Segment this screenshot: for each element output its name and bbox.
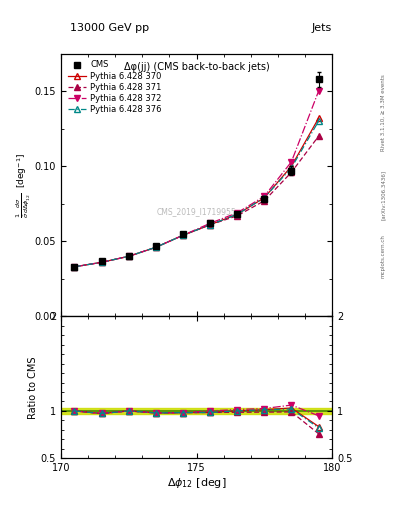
Pythia 6.428 372 — [235, 210, 240, 216]
Pythia 6.428 371 — [127, 253, 131, 260]
Pythia 6.428 372 — [316, 88, 321, 94]
Line: Pythia 6.428 376: Pythia 6.428 376 — [72, 118, 321, 270]
Pythia 6.428 372 — [99, 259, 104, 265]
Pythia 6.428 370 — [180, 232, 185, 239]
Y-axis label: Ratio to CMS: Ratio to CMS — [28, 356, 38, 418]
Pythia 6.428 376 — [235, 211, 240, 218]
Pythia 6.428 370 — [289, 163, 294, 169]
Pythia 6.428 372 — [208, 220, 213, 226]
Pythia 6.428 376 — [127, 253, 131, 260]
Pythia 6.428 372 — [72, 264, 77, 270]
Pythia 6.428 370 — [72, 264, 77, 270]
X-axis label: $\Delta\phi_{12}$ [deg]: $\Delta\phi_{12}$ [deg] — [167, 476, 226, 490]
Pythia 6.428 371 — [235, 212, 240, 219]
Pythia 6.428 376 — [208, 222, 213, 228]
Pythia 6.428 376 — [180, 232, 185, 239]
Pythia 6.428 371 — [99, 259, 104, 265]
Text: mcplots.cern.ch: mcplots.cern.ch — [381, 234, 386, 278]
Legend: CMS, Pythia 6.428 370, Pythia 6.428 371, Pythia 6.428 372, Pythia 6.428 376: CMS, Pythia 6.428 370, Pythia 6.428 371,… — [65, 58, 164, 116]
Pythia 6.428 372 — [153, 244, 158, 250]
Text: Jets: Jets — [312, 23, 332, 33]
Pythia 6.428 371 — [316, 133, 321, 139]
Line: Pythia 6.428 372: Pythia 6.428 372 — [72, 89, 321, 270]
Pythia 6.428 370 — [153, 244, 158, 250]
Pythia 6.428 371 — [180, 232, 185, 239]
Pythia 6.428 370 — [127, 253, 131, 260]
Pythia 6.428 372 — [262, 193, 267, 199]
Text: [arXiv:1306.3436]: [arXiv:1306.3436] — [381, 169, 386, 220]
Text: CMS_2019_I1719955: CMS_2019_I1719955 — [157, 207, 236, 216]
Text: 13000 GeV pp: 13000 GeV pp — [70, 23, 150, 33]
Pythia 6.428 376 — [153, 244, 158, 250]
Pythia 6.428 371 — [262, 198, 267, 204]
Line: Pythia 6.428 370: Pythia 6.428 370 — [72, 116, 321, 270]
Line: Pythia 6.428 371: Pythia 6.428 371 — [72, 134, 321, 270]
Pythia 6.428 376 — [289, 165, 294, 171]
Pythia 6.428 376 — [99, 259, 104, 265]
Text: Δφ(jj) (CMS back-to-back jets): Δφ(jj) (CMS back-to-back jets) — [124, 61, 269, 72]
Pythia 6.428 371 — [208, 222, 213, 228]
Pythia 6.428 371 — [72, 264, 77, 270]
Pythia 6.428 376 — [316, 118, 321, 124]
Pythia 6.428 376 — [72, 264, 77, 270]
Y-axis label: $\frac{1}{\bar{\sigma}}\frac{d\sigma}{d\Delta\phi_{12}^{}}$  [deg$^{-1}$]: $\frac{1}{\bar{\sigma}}\frac{d\sigma}{d\… — [15, 153, 33, 218]
Pythia 6.428 372 — [180, 232, 185, 239]
Pythia 6.428 370 — [235, 211, 240, 218]
Pythia 6.428 370 — [316, 115, 321, 121]
Pythia 6.428 371 — [289, 169, 294, 175]
Text: Rivet 3.1.10, ≥ 3.3M events: Rivet 3.1.10, ≥ 3.3M events — [381, 74, 386, 151]
Pythia 6.428 370 — [99, 259, 104, 265]
Pythia 6.428 376 — [262, 195, 267, 201]
Pythia 6.428 372 — [289, 159, 294, 165]
Pythia 6.428 371 — [153, 244, 158, 250]
Bar — [61, 408, 332, 414]
Pythia 6.428 372 — [127, 253, 131, 260]
Pythia 6.428 370 — [208, 222, 213, 228]
Pythia 6.428 370 — [262, 195, 267, 201]
